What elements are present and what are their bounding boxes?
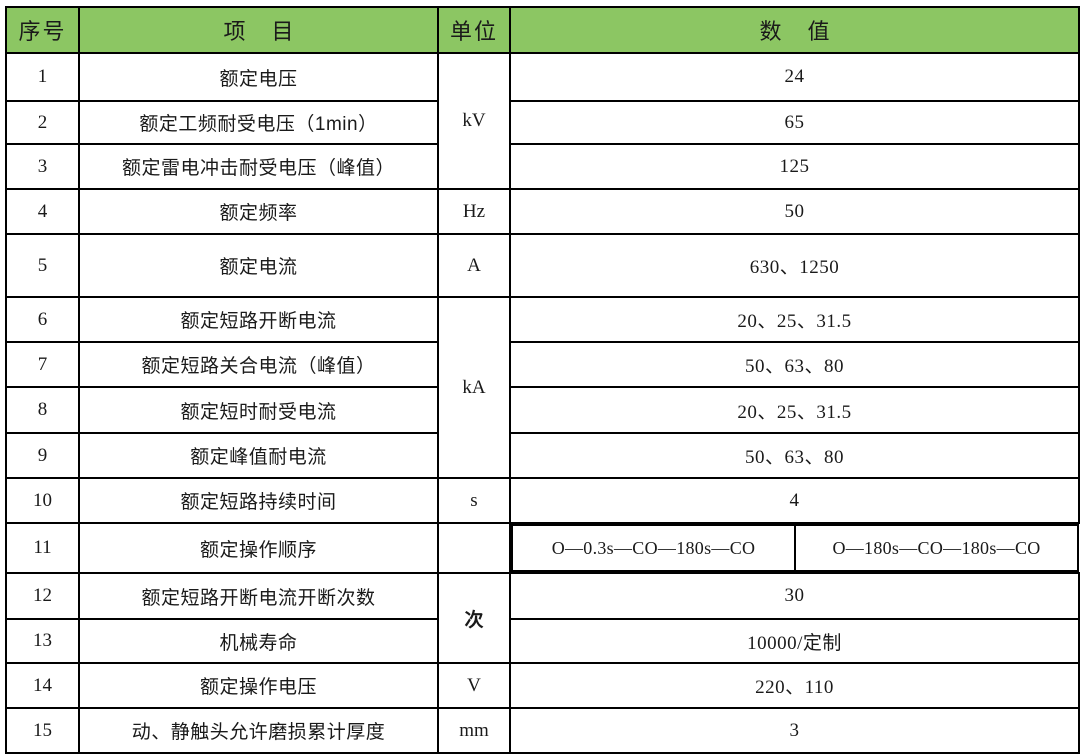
table-row: 12 额定短路开断电流开断次数 次 30 bbox=[5, 572, 1080, 664]
row-number: 7 bbox=[5, 341, 80, 388]
row-number: 1 bbox=[5, 52, 80, 102]
header-row: 序号 项 目 单位 数 值 bbox=[5, 6, 1080, 54]
row-number: 13 bbox=[5, 618, 80, 664]
item-name: 额定短路持续时间 bbox=[78, 477, 439, 524]
row-number: 11 bbox=[5, 522, 80, 574]
spec-value-option-a: O—0.3s—CO—180s—CO bbox=[511, 524, 796, 572]
row-number: 15 bbox=[5, 707, 80, 754]
item-name: 额定短路关合电流（峰值） bbox=[78, 341, 439, 388]
table-row: 4 额定频率 Hz 50 bbox=[5, 188, 1080, 235]
spec-value: 4 bbox=[509, 477, 1080, 524]
item-name: 机械寿命 bbox=[78, 618, 439, 664]
row-number: 12 bbox=[5, 572, 80, 620]
row-number: 5 bbox=[5, 233, 80, 298]
row-number: 9 bbox=[5, 432, 80, 479]
header-cell-unit: 单位 bbox=[437, 6, 511, 54]
table-row: 1 额定电压 kV 24 bbox=[5, 52, 1080, 190]
item-name: 额定操作顺序 bbox=[78, 522, 439, 574]
item-name: 动、静触头允许磨损累计厚度 bbox=[78, 707, 439, 754]
unit-value: 次 bbox=[437, 572, 511, 664]
table-row: 5 额定电流 A 630、1250 bbox=[5, 233, 1080, 298]
unit-value: Hz bbox=[437, 188, 511, 235]
table-row: 11 额定操作顺序 O—0.3s—CO—180s—CO O—180s—CO—18… bbox=[5, 522, 1079, 574]
row-number: 3 bbox=[5, 143, 80, 190]
item-name: 额定短路开断电流开断次数 bbox=[78, 572, 439, 620]
table-row: 8 额定短时耐受电流 20、25、31.5 bbox=[5, 386, 1080, 434]
unit-value: A bbox=[437, 233, 511, 298]
unit-value: mm bbox=[437, 707, 511, 754]
spec-value: 24 bbox=[509, 52, 1080, 102]
item-name: 额定短路开断电流 bbox=[78, 296, 439, 343]
spec-value: 3 bbox=[509, 707, 1080, 754]
row-number: 14 bbox=[5, 662, 80, 709]
table-row: 6 额定短路开断电流 kA 20、25、31.5 bbox=[5, 296, 1080, 479]
header-cell-value: 数 值 bbox=[509, 6, 1080, 54]
item-name: 额定雷电冲击耐受电压（峰值） bbox=[78, 143, 439, 190]
unit-value: s bbox=[437, 477, 511, 524]
table-row: 9 额定峰值耐电流 50、63、80 bbox=[5, 432, 1080, 479]
spec-value: 125 bbox=[509, 143, 1080, 190]
table-row: 2 额定工频耐受电压（1min） 65 bbox=[5, 100, 1080, 145]
table-row: 14 额定操作电压 V 220、110 bbox=[5, 662, 1080, 709]
table-row: 10 额定短路持续时间 s 4 bbox=[5, 477, 1080, 524]
table-row: 7 额定短路关合电流（峰值） 50、63、80 bbox=[5, 341, 1080, 388]
document-sheet: 序号 项 目 单位 数 值 1 额定电压 kV 24 2 额定工频耐受电压（1m… bbox=[5, 6, 1080, 754]
item-name: 额定电压 bbox=[78, 52, 439, 102]
item-name: 额定频率 bbox=[78, 188, 439, 235]
spec-value: 65 bbox=[509, 100, 1080, 145]
spec-value: 630、1250 bbox=[509, 233, 1080, 298]
table-row: 15 动、静触头允许磨损累计厚度 mm 3 bbox=[5, 707, 1080, 754]
unit-value bbox=[437, 522, 511, 574]
spec-value: 50、63、80 bbox=[509, 341, 1080, 388]
row-number: 10 bbox=[5, 477, 80, 524]
spec-value: 50、63、80 bbox=[509, 432, 1080, 479]
header-cell-item: 项 目 bbox=[78, 6, 439, 54]
row-number: 4 bbox=[5, 188, 80, 235]
item-name: 额定峰值耐电流 bbox=[78, 432, 439, 479]
unit-value: V bbox=[437, 662, 511, 709]
row-number: 2 bbox=[5, 100, 80, 145]
spec-value: 220、110 bbox=[509, 662, 1080, 709]
item-name: 额定工频耐受电压（1min） bbox=[78, 100, 439, 145]
spec-value-split-container: O—0.3s—CO—180s—CO O—180s—CO—180s—CO bbox=[510, 523, 1079, 573]
row-number: 8 bbox=[5, 386, 80, 434]
item-name: 额定电流 bbox=[78, 233, 439, 298]
spec-value: 10000/定制 bbox=[509, 618, 1080, 664]
spec-value-option-b: O—180s—CO—180s—CO bbox=[794, 524, 1079, 572]
table-body: 1 额定电压 kV 24 2 额定工频耐受电压（1min） 65 3 额定雷电冲… bbox=[5, 52, 1080, 754]
spec-value: 20、25、31.5 bbox=[509, 386, 1080, 434]
spec-value: 30 bbox=[509, 572, 1080, 620]
table-row: 13 机械寿命 10000/定制 bbox=[5, 618, 1080, 664]
item-name: 额定短时耐受电流 bbox=[78, 386, 439, 434]
unit-value: kA bbox=[437, 296, 511, 479]
item-name: 额定操作电压 bbox=[78, 662, 439, 709]
header-cell-no: 序号 bbox=[5, 6, 80, 54]
technical-specification-table: 序号 项 目 单位 数 值 1 额定电压 kV 24 2 额定工频耐受电压（1m… bbox=[5, 6, 1080, 754]
spec-value: 20、25、31.5 bbox=[509, 296, 1080, 343]
spec-value: 50 bbox=[509, 188, 1080, 235]
unit-value: kV bbox=[437, 52, 511, 190]
table-header: 序号 项 目 单位 数 值 bbox=[5, 6, 1080, 54]
row-number: 6 bbox=[5, 296, 80, 343]
table-row: 3 额定雷电冲击耐受电压（峰值） 125 bbox=[5, 143, 1080, 190]
